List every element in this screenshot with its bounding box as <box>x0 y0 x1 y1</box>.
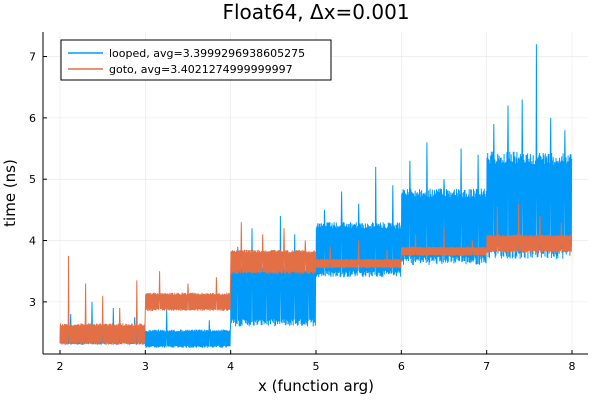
legend-box <box>60 39 332 81</box>
y-axis-label: time (ns) <box>1 159 19 227</box>
ticks: 2 3 4 5 6 7 8 3 4 5 6 7 <box>29 51 576 373</box>
x-tick-label: 4 <box>227 360 234 373</box>
series-layer <box>59 44 573 348</box>
x-tick-label: 7 <box>483 360 490 373</box>
y-tick-label: 5 <box>29 173 36 186</box>
x-axis-label: x (function arg) <box>258 377 374 395</box>
y-tick-label: 3 <box>29 296 36 309</box>
x-tick-label: 8 <box>569 360 576 373</box>
legend: looped, avg=3.3999296938605275 goto, avg… <box>60 39 332 81</box>
legend-label-looped: looped, avg=3.3999296938605275 <box>109 47 305 60</box>
x-tick-label: 3 <box>142 360 149 373</box>
x-tick-label: 6 <box>398 360 405 373</box>
series-line-looped <box>59 44 573 348</box>
x-tick-label: 5 <box>313 360 320 373</box>
x-tick-label: 2 <box>57 360 64 373</box>
y-tick-label: 7 <box>29 51 36 64</box>
series-line-goto <box>59 203 573 345</box>
y-tick-label: 6 <box>29 112 36 125</box>
legend-label-goto: goto, avg=3.4021274999999997 <box>109 63 293 76</box>
chart-title: Float64, Δx=0.001 <box>222 0 409 24</box>
y-tick-label: 4 <box>29 235 36 248</box>
